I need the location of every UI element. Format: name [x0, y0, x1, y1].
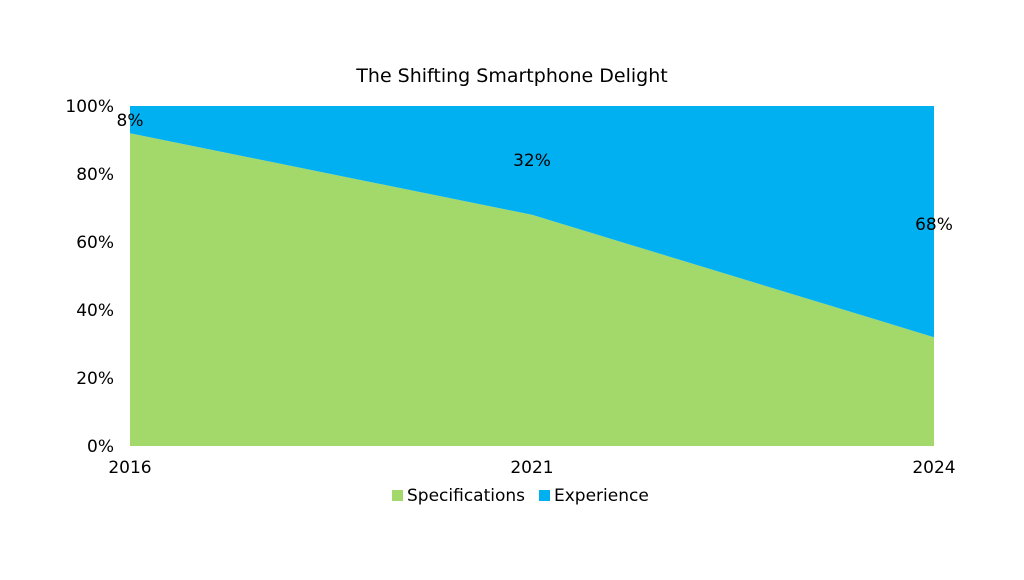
y-tick-label: 0% — [87, 437, 114, 457]
legend-label: Experience — [554, 486, 649, 506]
x-axis: 2016 2021 2024 — [108, 458, 955, 478]
y-tick-label: 40% — [76, 301, 114, 321]
area-experience — [130, 106, 934, 338]
x-tick-label: 2021 — [510, 458, 553, 478]
y-axis: 0% 20% 40% 60% 80% 100% — [65, 97, 114, 457]
y-tick-label: 80% — [76, 165, 114, 185]
x-tick-label: 2016 — [108, 458, 151, 478]
data-labels: 8% 32% 68% — [117, 111, 953, 235]
legend-item: Experience — [539, 486, 649, 506]
legend-swatch — [539, 490, 550, 501]
y-tick-label: 60% — [76, 233, 114, 253]
legend-item: Specifications — [392, 486, 525, 506]
chart-title: The Shifting Smartphone Delight — [355, 65, 667, 87]
plot-areas — [130, 106, 934, 446]
data-label: 68% — [915, 215, 953, 235]
data-label: 8% — [117, 111, 144, 131]
legend: Specifications Experience — [392, 486, 649, 506]
y-tick-label: 100% — [65, 97, 114, 117]
data-label: 32% — [513, 151, 551, 171]
x-tick-label: 2024 — [912, 458, 955, 478]
y-tick-label: 20% — [76, 369, 114, 389]
legend-label: Specifications — [407, 486, 525, 506]
area-specifications — [130, 133, 934, 446]
legend-swatch — [392, 490, 403, 501]
